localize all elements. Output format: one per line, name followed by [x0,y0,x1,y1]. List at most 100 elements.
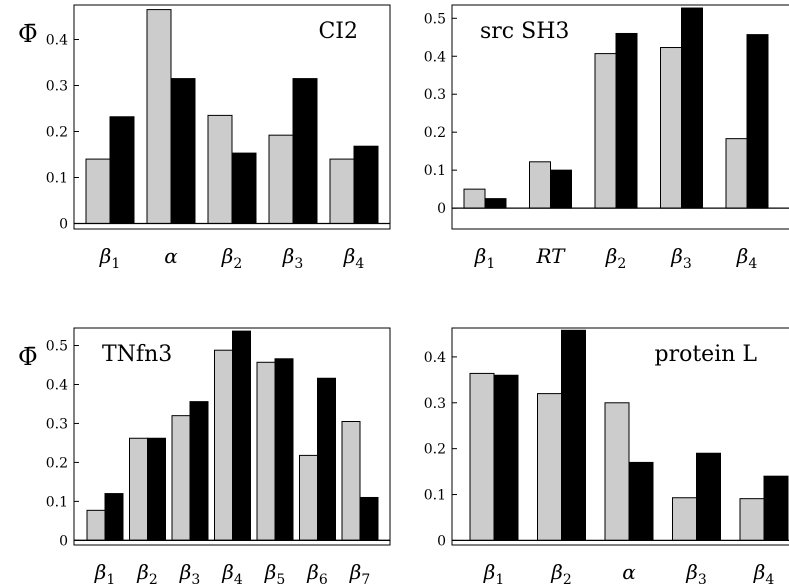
category-label-β1: β1 [94,560,115,587]
category-symbol: β [685,560,698,584]
y-tick-label: 0.1 [424,488,446,504]
category-subscript: 3 [191,572,200,587]
y-tick-label: 0 [437,533,446,549]
bar-β1-series-1 [463,188,486,209]
bar-β4-series-2 [746,34,769,209]
y-tick-label: 0.1 [46,170,68,186]
plot-frame [73,4,391,230]
panel-title: CI2 [318,19,358,44]
category-label-β4: β4 [221,560,243,587]
y-tick-label: 0.4 [424,49,446,65]
category-label-β7: β7 [349,560,370,587]
panel-title: protein L [654,342,757,367]
bar-α-series-1 [146,9,172,224]
category-symbol: α [622,560,636,584]
category-label-β2: β2 [136,560,157,587]
y-tick-label: 0.3 [424,87,446,103]
category-subscript: 2 [149,572,158,587]
bar-β3-series-2 [696,452,721,541]
category-label-β3: β3 [282,244,303,272]
category-symbol: β [99,244,112,268]
category-subscript: 7 [361,572,370,587]
bar-β2-series-1 [129,437,148,541]
bar-β4-series-2 [763,475,789,541]
category-symbol: β [753,560,766,584]
bar-β7-series-2 [359,496,379,541]
category-label-β2: β2 [605,244,626,272]
bar-β5-series-1 [256,361,276,541]
plot-frame [73,327,391,546]
category-symbol: α [164,244,178,268]
category-symbol: β [94,560,107,584]
category-subscript: 2 [617,256,626,272]
y-tick-label: 0.4 [46,377,68,393]
category-subscript: 3 [683,256,692,272]
category-label-RT: RT [535,244,566,268]
bar-β3-series-2 [292,78,318,224]
category-label-β1: β1 [474,244,495,272]
bar-β4-series-1 [329,158,355,224]
category-symbol: β [483,560,496,584]
category-symbol: β [306,560,319,584]
panel-title: TNfn3 [102,342,172,367]
category-label-β4: β4 [736,244,758,272]
category-symbol: β [670,244,683,268]
bar-β4-series-1 [725,138,748,209]
category-subscript: 1 [111,256,120,272]
bar-α-series-2 [170,78,196,224]
category-symbol: RT [535,244,566,268]
bar-β5-series-2 [274,358,294,541]
category-symbol: β [264,560,277,584]
bar-β1-series-2 [484,198,507,209]
y-tick-label: 0.3 [46,78,68,94]
bar-β7-series-1 [341,421,361,541]
category-symbol: β [282,244,295,268]
bar-β4-series-1 [214,349,233,541]
category-symbol: β [136,560,149,584]
bar-α-series-2 [628,461,654,541]
category-symbol: β [343,244,356,268]
category-symbol: β [221,560,234,584]
panel-title: src SH3 [480,19,569,44]
category-label-β4: β4 [343,244,365,272]
bar-β2-series-1 [207,114,233,224]
chart-panel-1: 00.10.20.30.40.5β1RTβ2β3β4β5src SH3 [424,4,789,272]
category-subscript: 4 [765,572,774,587]
bar-α-series-1 [604,402,630,541]
category-subscript: 4 [234,572,243,587]
category-label-β5: β5 [264,560,285,587]
y-tick-label: 0.3 [46,416,68,432]
bar-RT-series-2 [550,169,572,209]
category-subscript: 2 [563,572,572,587]
category-subscript: 6 [319,572,328,587]
bar-β6-series-1 [299,454,318,541]
category-label-β3: β3 [685,560,706,587]
category-subscript: 3 [294,256,303,272]
category-label-β3: β3 [670,244,691,272]
y-tick-label: 0.2 [46,124,68,140]
category-subscript: 4 [748,256,757,272]
bar-β1-series-2 [109,116,135,224]
y-tick-label: 0.4 [424,350,446,366]
category-symbol: β [736,244,749,268]
bar-β3-series-2 [189,401,209,541]
category-symbol: β [550,560,563,584]
category-label-β1: β1 [99,244,120,272]
plot-frame [451,327,789,546]
category-label-β4: β4 [753,560,775,587]
bar-β1-series-1 [86,509,106,541]
y-tick-label: 0.1 [424,163,446,179]
y-tick-label: 0.4 [46,32,68,48]
bar-β1-series-2 [104,493,124,541]
category-subscript: 1 [495,572,504,587]
category-symbol: β [605,244,618,268]
y-axis-label: Φ̄ [18,343,38,371]
bar-β1-series-1 [85,158,111,224]
y-tick-label: 0.3 [424,396,446,412]
y-tick-label: 0 [59,216,68,232]
bar-β4-series-1 [739,498,765,541]
y-tick-label: 0 [59,533,68,549]
